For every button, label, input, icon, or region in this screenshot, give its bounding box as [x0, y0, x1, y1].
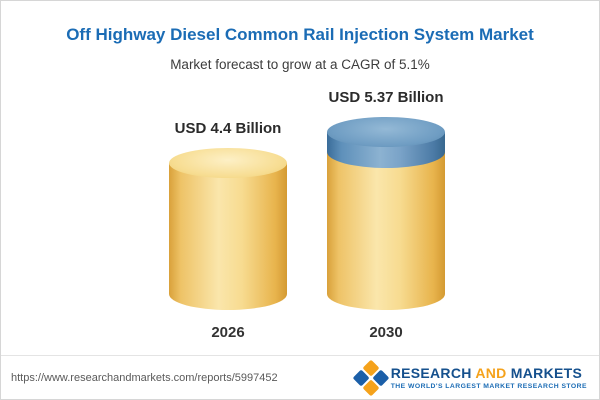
cylinder-bar-2026	[169, 148, 287, 310]
cylinder-bar-2030	[327, 117, 445, 310]
page-title: Off Highway Diesel Common Rail Injection…	[66, 25, 534, 44]
logo-word-markets: MARKETS	[510, 364, 583, 381]
logo-word-research: RESEARCH	[390, 364, 472, 381]
logo-word-and: AND	[475, 364, 507, 381]
report-url: https://www.researchandmarkets.com/repor…	[11, 371, 278, 384]
value-label-2026: USD 4.4 Billion	[174, 120, 282, 137]
cylinder-top-2026	[169, 148, 287, 178]
cylinder-top-2030	[327, 117, 445, 147]
research-and-markets-logo: RESEARCH AND MARKETS THE WORLD'S LARGEST…	[352, 359, 587, 396]
logo-wordmark: RESEARCH AND MARKETS	[391, 365, 587, 381]
logo-tagline: THE WORLD'S LARGEST MARKET RESEARCH STOR…	[390, 382, 587, 390]
bar-chart: USD 4.4 Billion 2026 USD 5.37 Billion 20…	[1, 89, 599, 341]
bar-group-2030: USD 5.37 Billion 2030	[327, 89, 445, 341]
bar-group-2026: USD 4.4 Billion 2026	[169, 89, 287, 341]
logo-text: RESEARCH AND MARKETS THE WORLD'S LARGEST…	[391, 365, 587, 391]
page-subtitle: Market forecast to grow at a CAGR of 5.1…	[170, 57, 430, 72]
footer: https://www.researchandmarkets.com/repor…	[1, 355, 599, 399]
logo-mark-icon	[352, 359, 390, 396]
category-label-2026: 2026	[211, 324, 245, 341]
category-label-2030: 2030	[369, 324, 403, 341]
value-label-2030: USD 5.37 Billion	[328, 89, 444, 106]
